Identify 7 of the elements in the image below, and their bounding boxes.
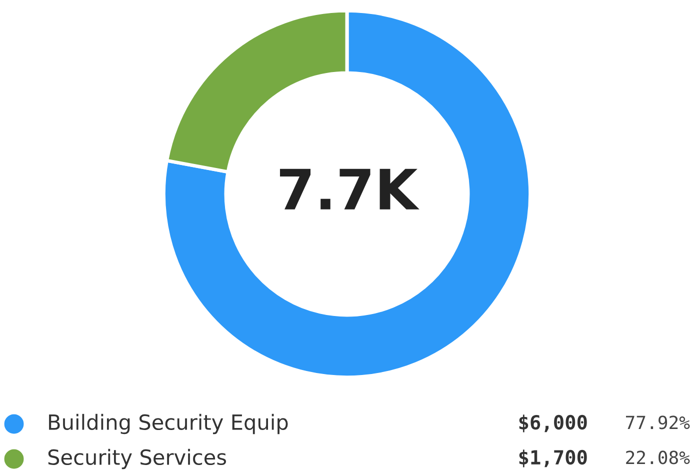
- legend-label: Security Services: [48, 448, 226, 470]
- text: 22.08%: [626, 450, 690, 464]
- legend-label: Building Security Equip: [49, 414, 288, 434]
- data-label: $1,700: [519, 450, 587, 468]
- data-label: $6,000: [519, 414, 587, 432]
- text: 7.7K: [280, 168, 420, 210]
- text: 77.92%: [626, 416, 690, 430]
